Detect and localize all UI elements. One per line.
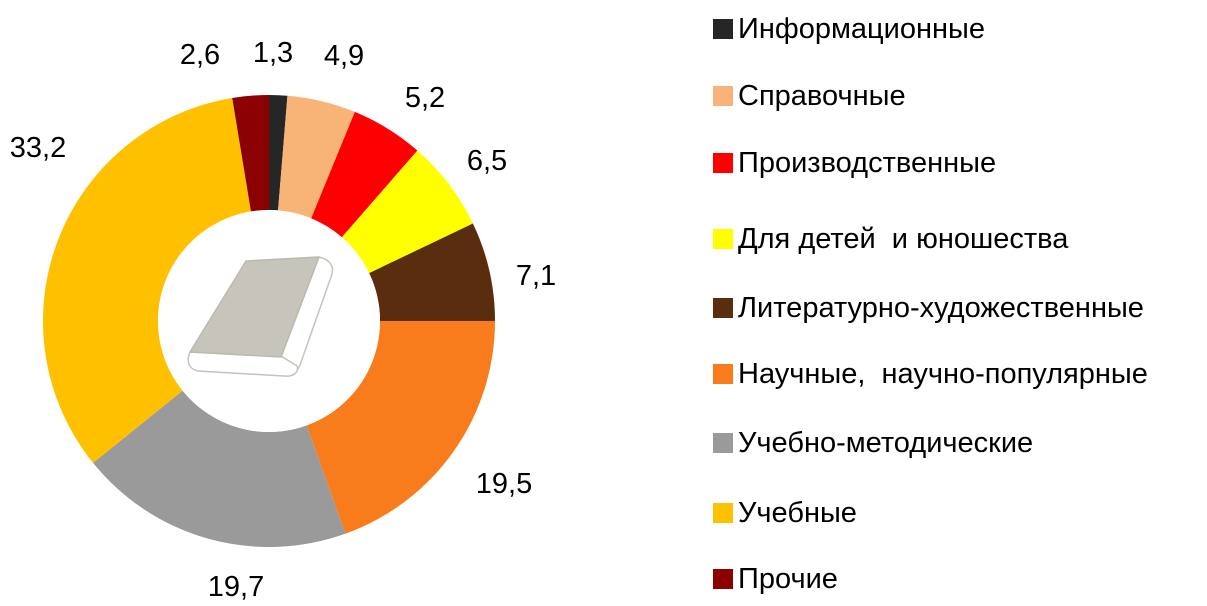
book-cover [189,256,320,358]
legend-label: Учебно-методические [738,427,1034,459]
legend-item: Литературно-художественные [713,293,1144,323]
slice-value-label: 19,7 [208,571,264,603]
legend-label: Производственные [738,147,997,179]
slice-3: Производственные [311,111,418,238]
slice-7: Учебно-методические [93,390,346,547]
book-icon [187,256,334,377]
legend-swatch [713,19,733,39]
slice-1: Информационные [269,94,288,211]
slice-value-label: 6,5 [467,145,507,177]
legend-swatch [713,298,733,318]
slice-5: Литературно-художественные [369,223,495,321]
chart-legend: Информационные Справочные Производственные… [713,0,1207,606]
legend-swatch [713,229,733,249]
slice-8: Учебные [43,98,251,463]
slice-9: Прочие [232,95,269,212]
slice-value-label: 7,1 [516,260,556,292]
legend-label: Учебные [738,497,857,529]
slice-6: Научные, научно-популярные [306,321,495,534]
legend-label: Справочные [738,80,906,112]
slice-value-label: 5,2 [405,82,445,114]
legend-item: Учебные [713,498,857,528]
legend-item: Прочие [713,564,838,594]
legend-swatch [713,569,733,589]
legend-swatch [713,433,733,453]
legend-swatch [713,153,733,173]
legend-item: Информационные [713,14,985,44]
slice-value-label: 33,2 [10,132,66,164]
slice-value-label: 1,3 [253,37,293,69]
legend-label: Литературно-художественные [738,292,1144,324]
slice-value-label: 2,6 [180,39,220,71]
legend-item: Научные, научно-популярные [713,359,1148,389]
slice-2: Справочные [278,95,355,219]
legend-label: Прочие [738,563,838,595]
legend-swatch [713,364,733,384]
legend-item: Для детей и юношества [713,224,1068,254]
donut-slices: ИнформационныеСправочныеПроизводственные… [43,94,495,547]
slice-value-label: 4,9 [324,40,364,72]
legend-label: Информационные [738,13,985,45]
slice-4: Для детей и юношества [341,150,473,274]
legend-item: Учебно-методические [713,428,1033,458]
legend-swatch [713,86,733,106]
legend-item: Производственные [713,148,996,178]
slice-labels: 1,3 4,9 5,2 6,5 7,1 19,5 19,7 33,2 2,6 [10,37,556,603]
legend-label: Научные, научно-популярные [738,358,1148,390]
slice-value-label: 19,5 [476,468,532,500]
book-pages-bottom [187,351,299,377]
legend-item: Справочные [713,81,906,111]
donut-chart: ИнформационныеСправочныеПроизводственные… [10,37,556,603]
legend-label: Для детей и юношества [738,223,1069,255]
legend-swatch [713,503,733,523]
